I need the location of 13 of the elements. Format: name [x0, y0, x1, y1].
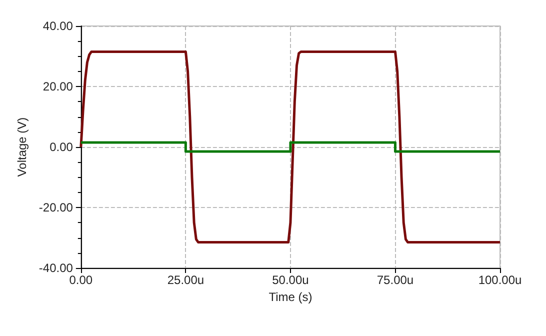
x-tick-label: 100.00u: [478, 273, 522, 287]
y-tick-label: -40.00: [38, 261, 74, 275]
x-tick-label: 75.00u: [376, 273, 414, 287]
y-tick-label: 40.00: [42, 19, 74, 33]
y-tick-label: -20.00: [38, 200, 74, 214]
y-axis-title: Voltage (V): [15, 117, 29, 177]
x-tick-label: 50.00u: [272, 273, 309, 287]
x-axis-title: Time (s): [268, 290, 312, 304]
x-tick-label: 25.00u: [167, 273, 204, 287]
line-series: [80, 50, 502, 244]
x-tick-label: 0.00: [69, 273, 93, 287]
y-tick-label: 20.00: [42, 80, 74, 94]
y-tick-label: 0.00: [50, 140, 74, 154]
